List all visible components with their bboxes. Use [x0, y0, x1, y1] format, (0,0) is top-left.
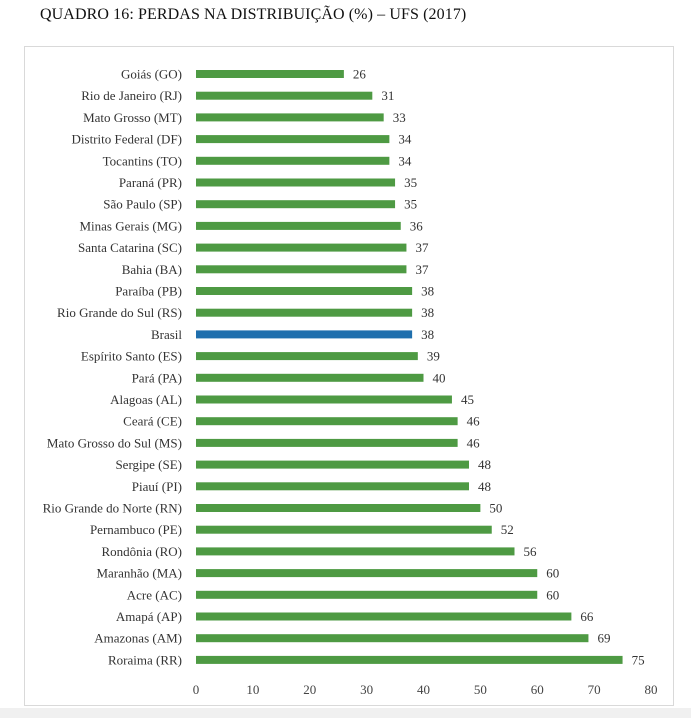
chart-frame: Goiás (GO) 26 Rio de Janeiro (RJ) 31 Mato Gr…	[24, 46, 674, 706]
data-label: 48	[478, 479, 491, 494]
data-label: 52	[501, 522, 514, 537]
data-label: 46	[467, 435, 481, 450]
data-label: 60	[546, 566, 559, 581]
category-label: Espírito Santo (ES)	[81, 349, 182, 364]
bar	[196, 460, 469, 469]
bar-highlight	[196, 330, 413, 339]
category-label: Piauí (PI)	[132, 479, 182, 494]
bar	[196, 91, 373, 100]
category-label: Rio Grande do Norte (RN)	[43, 501, 182, 516]
data-label: 75	[632, 652, 645, 667]
category-label: Mato Grosso (MT)	[83, 110, 182, 125]
bar	[196, 569, 538, 578]
bar	[196, 655, 623, 664]
category-label: Mato Grosso do Sul (MS)	[47, 435, 182, 450]
category-label: São Paulo (SP)	[103, 197, 182, 212]
bar	[196, 525, 492, 534]
data-label: 36	[410, 218, 424, 233]
data-label: 39	[427, 349, 440, 364]
data-label: 38	[421, 327, 434, 342]
category-label: Paraná (PR)	[119, 175, 182, 190]
category-label: Acre (AC)	[127, 587, 182, 602]
bar	[196, 590, 538, 599]
data-label: 40	[433, 370, 446, 385]
data-label: 35	[404, 197, 417, 212]
category-label: Rio de Janeiro (RJ)	[81, 88, 182, 103]
category-label: Amapá (AP)	[116, 609, 182, 624]
bar	[196, 221, 401, 230]
bar	[196, 113, 384, 122]
data-label: 48	[478, 457, 491, 472]
category-label: Amazonas (AM)	[94, 631, 182, 646]
bar	[196, 135, 390, 144]
data-label: 37	[415, 262, 429, 277]
bar	[196, 178, 396, 187]
bar	[196, 395, 452, 404]
category-label: Pernambuco (PE)	[90, 522, 182, 537]
x-tick-label: 30	[360, 682, 373, 697]
x-axis: 0 10 20 30 40 50 60 70 80	[193, 682, 658, 697]
category-label: Brasil	[151, 327, 182, 342]
x-tick-label: 60	[531, 682, 544, 697]
category-label: Minas Gerais (MG)	[79, 218, 182, 233]
page-footer-strip	[0, 708, 691, 718]
data-label: 37	[415, 240, 429, 255]
bar	[196, 504, 481, 512]
x-tick-label: 10	[246, 682, 259, 697]
data-label: 34	[398, 132, 412, 147]
category-label: Rondônia (RO)	[101, 544, 182, 559]
data-label: 33	[393, 110, 406, 125]
category-label: Bahia (BA)	[122, 262, 182, 277]
data-label: 35	[404, 175, 417, 190]
x-tick-label: 0	[193, 682, 200, 697]
category-label: Pará (PA)	[132, 370, 182, 385]
data-label: 66	[580, 609, 594, 624]
data-label: 46	[467, 414, 481, 429]
bar	[196, 287, 413, 295]
category-label: Maranhão (MA)	[96, 566, 182, 581]
bar	[196, 352, 418, 361]
category-label: Rio Grande do Sul (RS)	[57, 305, 182, 320]
bar	[196, 373, 424, 382]
bar	[196, 156, 390, 165]
category-label: Ceará (CE)	[123, 414, 182, 429]
bar	[196, 308, 413, 317]
category-label: Roraima (RR)	[108, 652, 182, 667]
bar	[196, 634, 589, 643]
category-label: Sergipe (SE)	[115, 457, 182, 472]
category-label: Santa Catarina (SC)	[78, 240, 182, 255]
data-label: 31	[381, 88, 394, 103]
data-label: 56	[524, 544, 538, 559]
x-tick-label: 80	[645, 682, 658, 697]
bar	[196, 70, 344, 78]
data-label: 69	[597, 631, 610, 646]
x-tick-label: 40	[417, 682, 430, 697]
bar	[196, 547, 515, 556]
data-label: 38	[421, 305, 434, 320]
data-label: 34	[398, 153, 412, 168]
bar	[196, 482, 469, 491]
x-tick-label: 50	[474, 682, 487, 697]
category-label: Distrito Federal (DF)	[72, 132, 182, 147]
data-label: 26	[353, 67, 367, 82]
bar	[196, 243, 407, 252]
category-label: Goiás (GO)	[121, 67, 182, 82]
category-label: Paraíba (PB)	[115, 284, 182, 299]
chart-title: QUADRO 16: PERDAS NA DISTRIBUIÇÃO (%) – …	[40, 6, 467, 23]
bars-layer: Goiás (GO) 26 Rio de Janeiro (RJ) 31 Mato Gr…	[43, 67, 645, 668]
data-label: 50	[489, 501, 502, 516]
bar	[196, 438, 458, 447]
x-tick-label: 70	[588, 682, 601, 697]
x-tick-label: 20	[303, 682, 316, 697]
bar	[196, 200, 396, 209]
bar-chart: Goiás (GO) 26 Rio de Janeiro (RJ) 31 Mato Gr…	[43, 67, 658, 698]
data-label: 60	[546, 587, 559, 602]
bar	[196, 612, 572, 621]
data-label: 38	[421, 284, 434, 299]
data-label: 45	[461, 392, 474, 407]
category-label: Tocantins (TO)	[103, 153, 182, 168]
bar	[196, 265, 407, 274]
bar	[196, 417, 458, 426]
category-label: Alagoas (AL)	[110, 392, 182, 407]
